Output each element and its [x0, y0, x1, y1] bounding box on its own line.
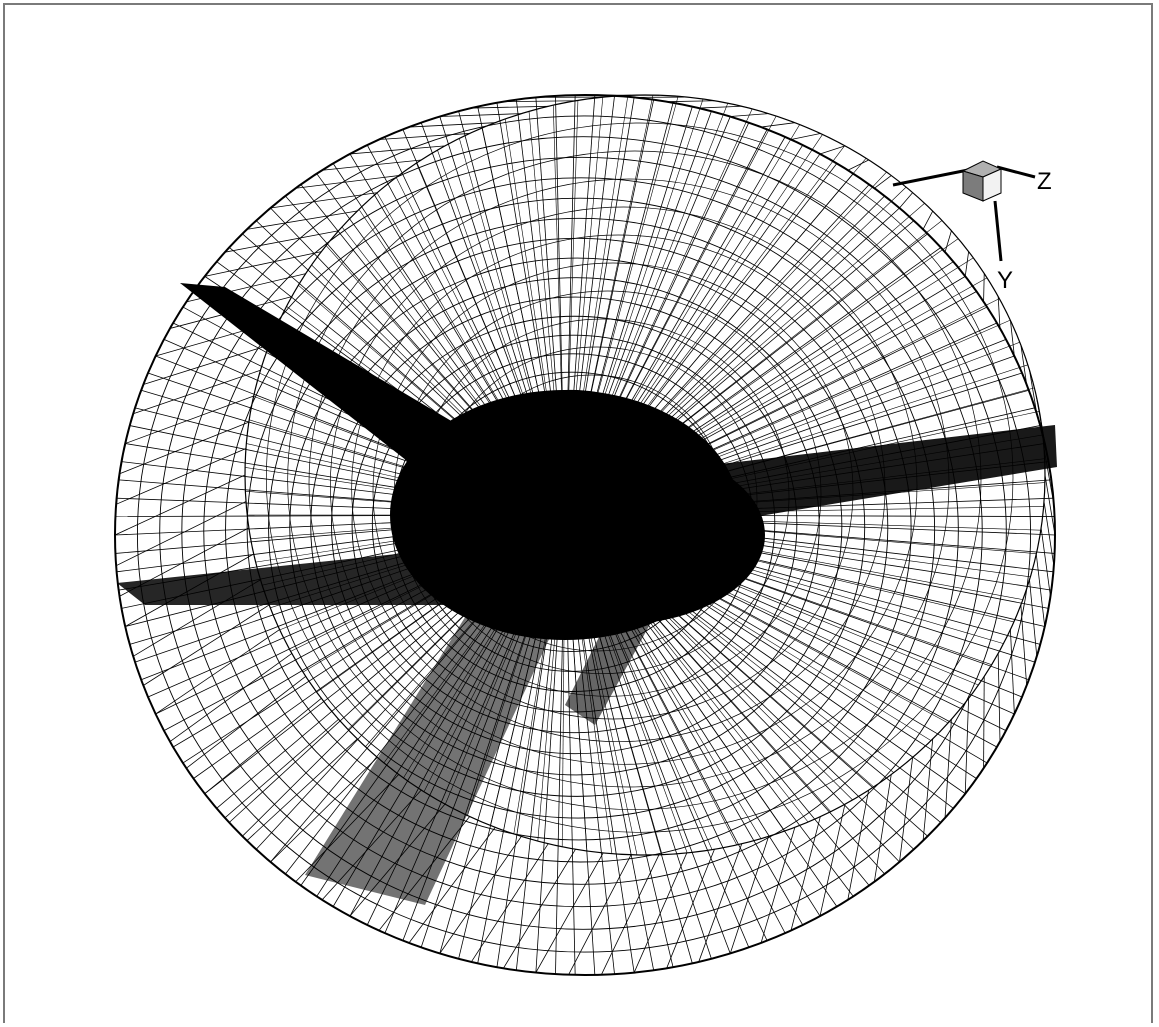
axial-line [730, 113, 769, 117]
axial-line [119, 421, 250, 475]
axial-line [997, 296, 1001, 329]
axial-line [790, 816, 821, 931]
axial-line [114, 474, 246, 536]
axial-line [408, 827, 496, 944]
fin-left [117, 550, 445, 605]
axial-line [349, 145, 446, 155]
axial-line [1044, 474, 1056, 536]
axial-line [964, 698, 970, 794]
figure-frame: Z Y [3, 3, 1153, 1023]
triad-z-axis-line [996, 165, 1036, 179]
axial-line [944, 719, 952, 818]
axial-line [503, 849, 576, 969]
triad-y-axis-line [993, 200, 1003, 262]
axial-line [125, 395, 254, 444]
axial-line [133, 369, 261, 415]
axial-line [378, 133, 470, 140]
fin-right [625, 425, 1057, 525]
axial-line [186, 676, 307, 769]
axial-line [224, 230, 339, 253]
axial-line [698, 843, 743, 963]
axial-line [847, 789, 870, 900]
axial-line [944, 230, 952, 253]
axial-line [115, 501, 247, 567]
back-ring [265, 122, 1014, 833]
axial-line [790, 133, 821, 140]
axial-line [761, 122, 795, 128]
axial-line [568, 854, 632, 975]
axial-line [666, 849, 715, 969]
axial-line [1029, 579, 1038, 657]
fin-lower [305, 585, 565, 905]
fin-upper-left [180, 283, 475, 475]
axial-line [899, 192, 913, 209]
triad-z-label: Z [1037, 168, 1052, 195]
axial-line [1010, 629, 1015, 714]
axial-line [1020, 604, 1028, 686]
axial-line [983, 676, 985, 769]
axial-line [295, 175, 399, 189]
axial-line [322, 159, 422, 171]
axial-line [633, 852, 688, 973]
axial-line [666, 100, 715, 103]
axial-line [503, 100, 576, 103]
axial-line [471, 105, 549, 109]
axial-line [1029, 370, 1038, 414]
axial-line [270, 757, 378, 863]
axial-line [847, 159, 869, 171]
axial-line [983, 273, 985, 302]
axial-line [601, 854, 660, 975]
axial-line [729, 836, 769, 954]
axis-triad: Z Y [892, 160, 1052, 294]
axial-line [155, 629, 280, 715]
back-ring [287, 150, 982, 811]
axial-line [899, 757, 914, 863]
axial-line [760, 827, 796, 944]
axial-line [819, 804, 846, 917]
wireframe-mesh [114, 94, 1057, 976]
axial-line [270, 192, 378, 209]
fin-lower-small [565, 605, 655, 725]
axial-line [204, 698, 322, 794]
axial-line [115, 448, 247, 505]
axial-line [874, 175, 892, 189]
axial-line [922, 738, 934, 841]
axial-line [439, 113, 522, 117]
axial-line [224, 718, 339, 819]
axial-line [204, 251, 322, 277]
axial-line [997, 653, 1001, 742]
axial-line [819, 145, 846, 155]
axial-line [535, 852, 604, 973]
axial-line [1043, 501, 1055, 566]
axial-line [246, 210, 358, 230]
axial-line [246, 738, 358, 841]
axial-line [1035, 553, 1046, 627]
axial-line [1010, 320, 1015, 357]
axial-line [169, 653, 293, 742]
triad-x-axis-line [892, 167, 974, 187]
axial-line [1040, 527, 1051, 597]
triad-y-label: Y [997, 267, 1013, 294]
cylindrical-mesh-plot: Z Y [114, 94, 1057, 976]
axial-line [439, 836, 522, 954]
axial-line [922, 210, 934, 230]
axial-line [698, 105, 742, 109]
axial-line [1020, 344, 1028, 385]
axial-line [964, 251, 970, 277]
axial-line [143, 604, 270, 686]
axial-line [143, 344, 270, 385]
axial-line [873, 774, 892, 882]
triad-cube-light-face [982, 168, 1002, 202]
axial-line [470, 843, 549, 963]
axial-line [408, 122, 496, 128]
